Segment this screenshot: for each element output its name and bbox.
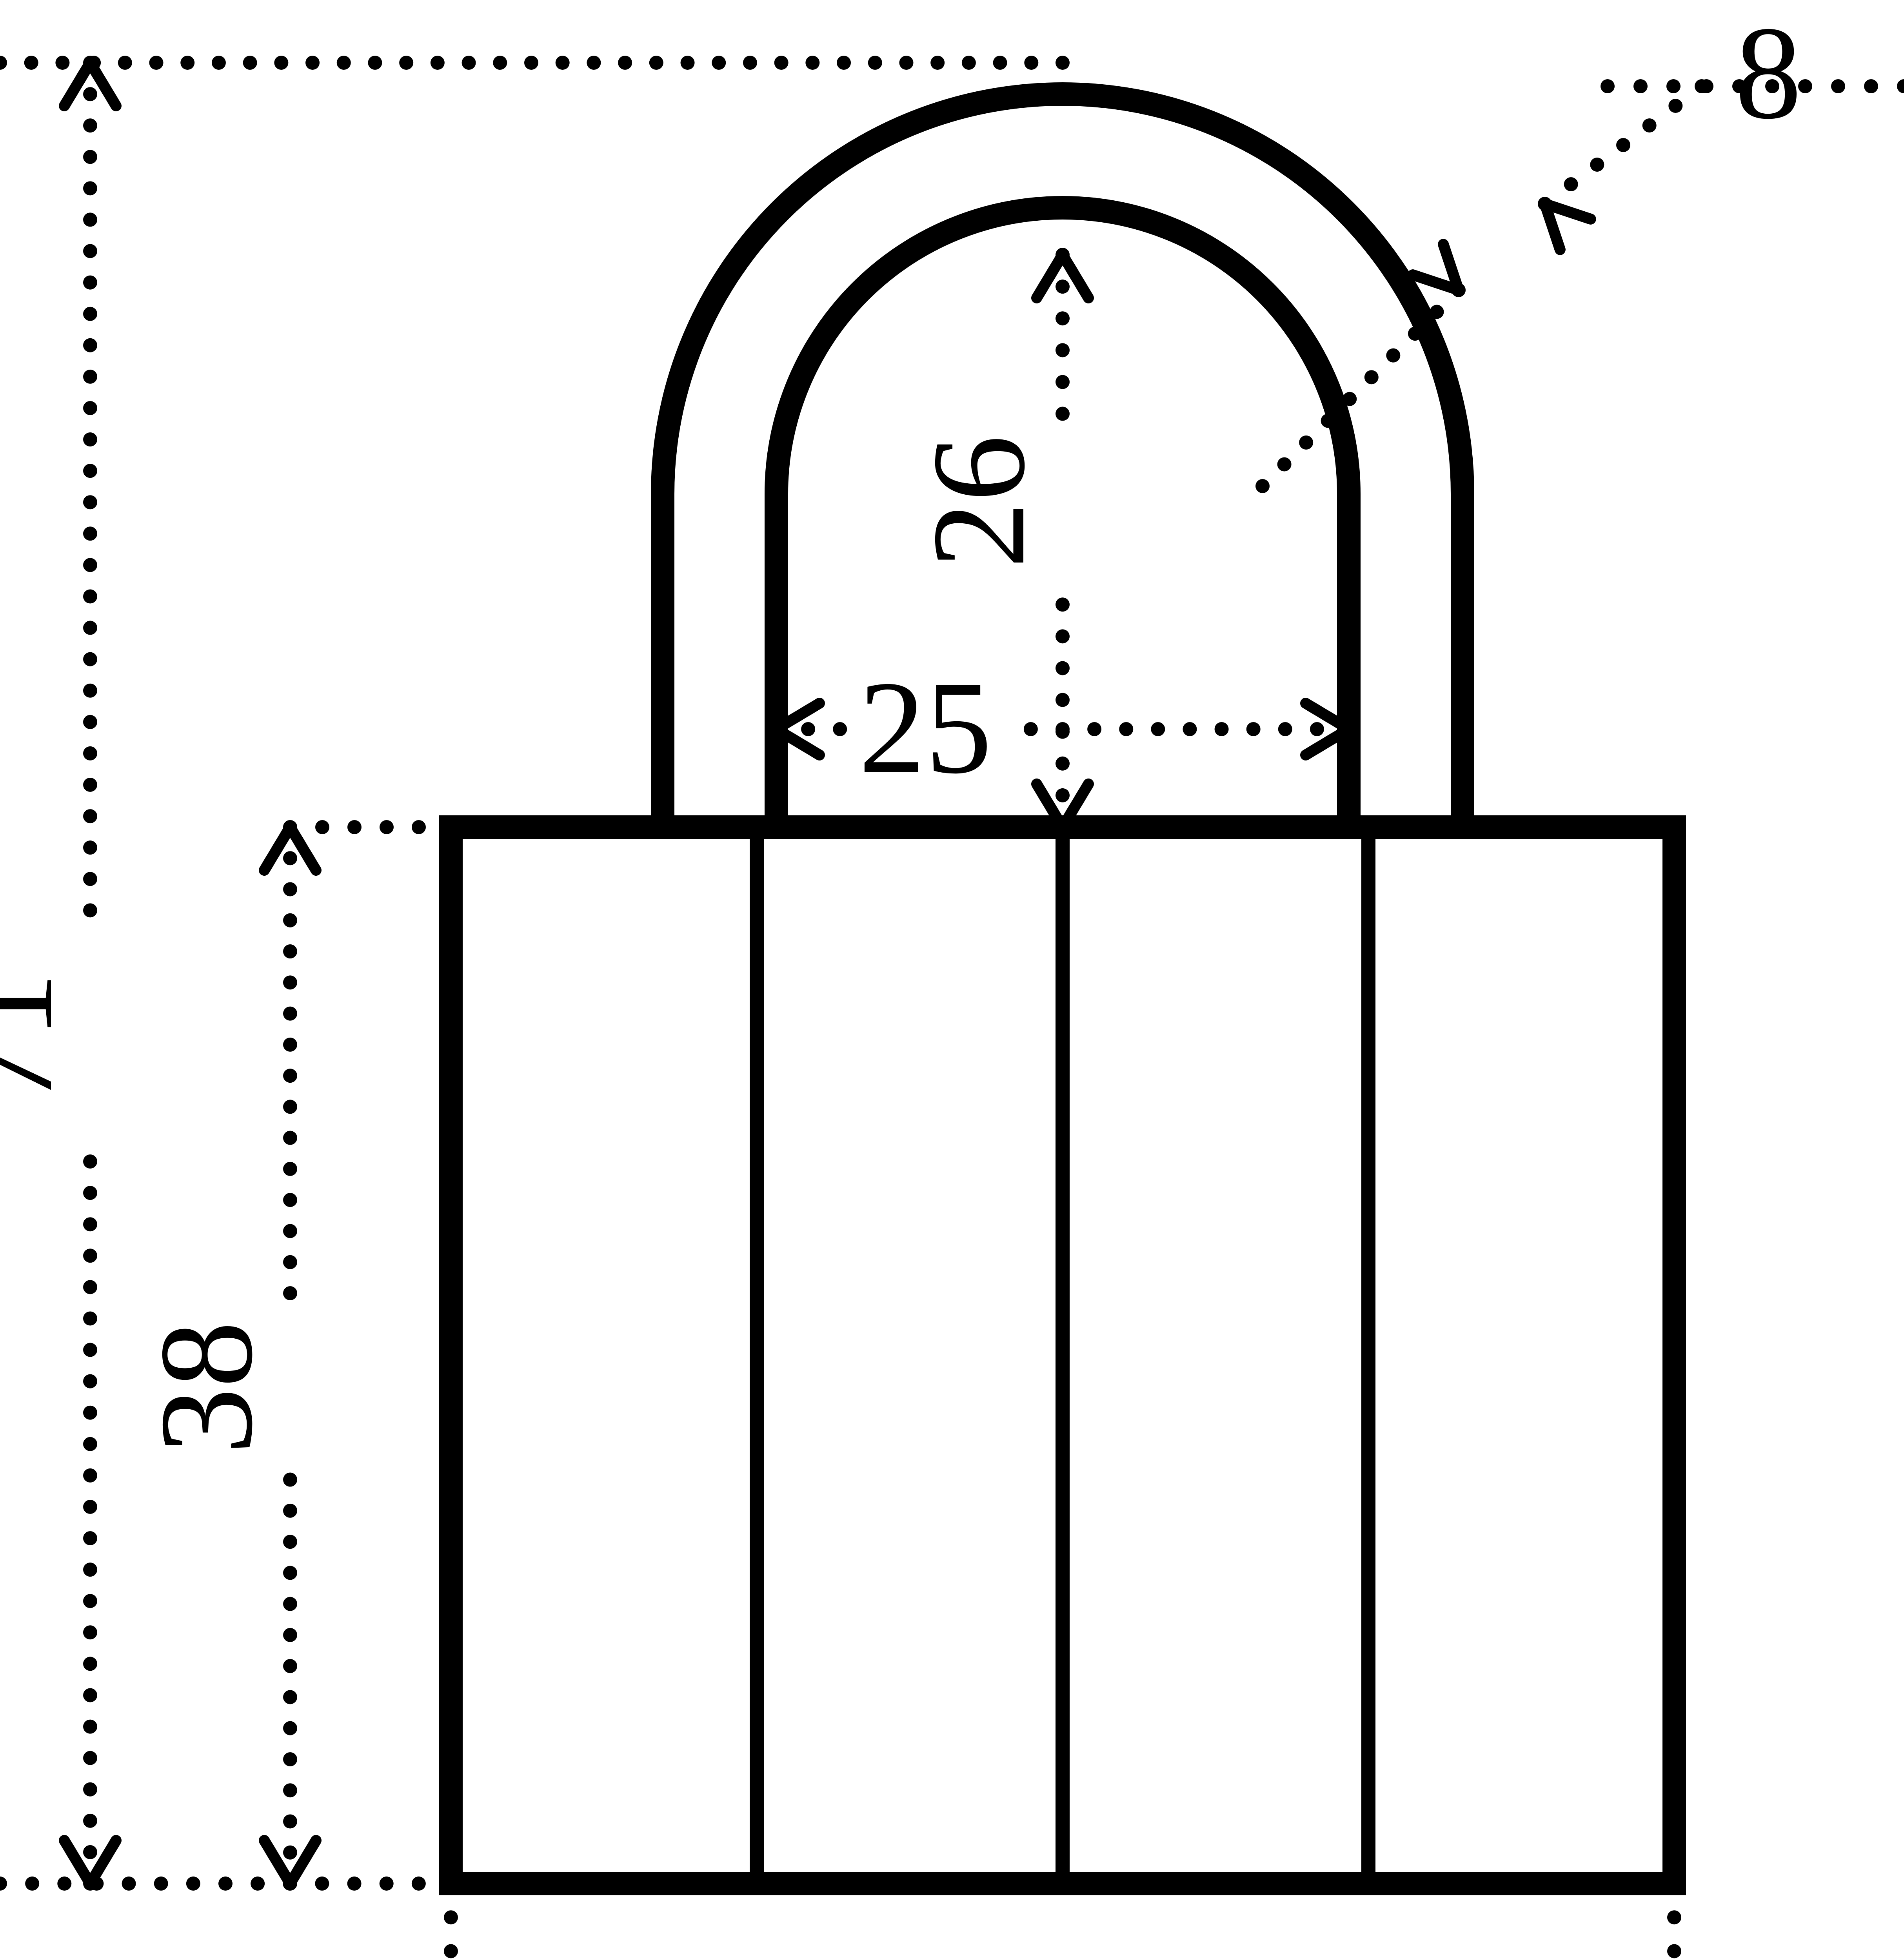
dimension-labels: 71 38 44 25 26 8 BC 2-26C <box>0 0 1802 1960</box>
padlock-dimension-diagram: 71 38 44 25 26 8 BC 2-26C <box>0 0 1904 1960</box>
dim-label-overall-height: 71 <box>0 972 80 1105</box>
dim-label-body-height: 38 <box>132 1321 280 1454</box>
diagram-canvas: 71 38 44 25 26 8 BC 2-26C <box>0 0 1904 1960</box>
dim-label-shackle-inner-width: 25 <box>859 653 992 801</box>
dim-label-shackle-thickness: 8 <box>1735 0 1802 147</box>
padlock-icon <box>451 94 1674 1884</box>
dimension-lines <box>0 56 1904 1960</box>
dim-label-body-width: 44 <box>996 1943 1129 1960</box>
dim-label-shackle-inner-height: 26 <box>905 435 1052 568</box>
